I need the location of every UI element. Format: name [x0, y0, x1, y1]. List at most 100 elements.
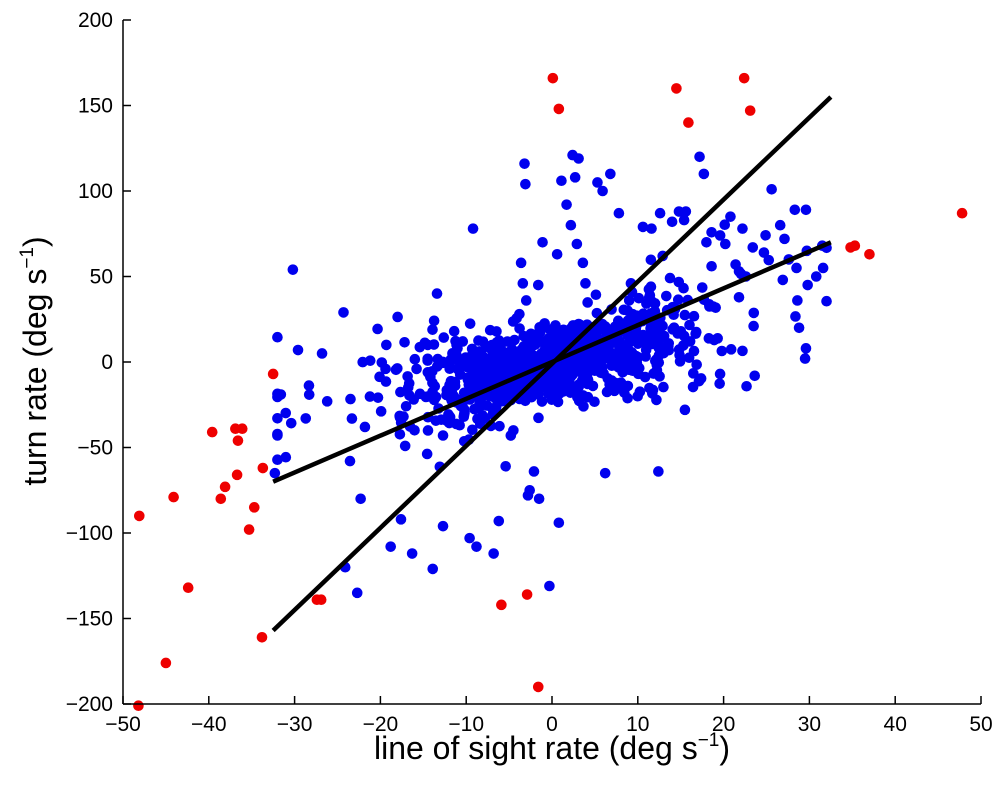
scatter-point-included — [748, 307, 760, 319]
scatter-point-outlier — [956, 207, 968, 219]
scatter-point-included — [493, 335, 505, 346]
scatter-point-outlier — [683, 117, 694, 128]
scatter-point-included — [467, 223, 479, 234]
scatter-point-included — [399, 440, 411, 452]
scatter-point-included — [760, 229, 771, 241]
scatter-point-included — [633, 292, 645, 304]
scatter-point-included — [441, 384, 453, 396]
scatter-point-included — [630, 354, 642, 365]
scatter-point-included — [422, 339, 434, 351]
scatter-point-included — [632, 390, 643, 402]
scatter-point-included — [737, 223, 748, 234]
scatter-point-included — [688, 310, 700, 322]
scatter-point-included — [561, 199, 572, 210]
scatter-point-included — [720, 238, 731, 250]
y-tick-label: −50 — [77, 437, 113, 460]
scatter-point-included — [719, 219, 731, 230]
scatter-point-included — [712, 333, 723, 344]
scatter-point-included — [450, 418, 462, 430]
scatter-point-included — [527, 340, 538, 352]
scatter-point-included — [690, 328, 701, 340]
scatter-point-included — [381, 339, 392, 351]
scatter-point-included — [592, 325, 603, 337]
scatter-point-included — [303, 380, 315, 391]
x-tick-label: 20 — [712, 713, 735, 736]
scatter-point-included — [346, 413, 358, 424]
scatter-point-included — [448, 390, 460, 402]
scatter-point-included — [457, 336, 469, 347]
scatter-point-included — [272, 428, 283, 440]
scatter-point-included — [613, 207, 625, 219]
scatter-point-outlier — [267, 368, 279, 380]
scatter-point-included — [488, 548, 499, 559]
scatter-point-included — [577, 257, 589, 269]
scatter-point-included — [464, 532, 475, 544]
scatter-point-outlier — [134, 510, 145, 522]
scatter-point-included — [484, 324, 496, 336]
scatter-point-included — [422, 425, 434, 436]
scatter-point-included — [599, 467, 611, 479]
scatter-point-included — [613, 354, 625, 366]
scatter-point-included — [345, 393, 356, 405]
scatter-point-included — [514, 323, 525, 334]
scatter-point-included — [422, 353, 433, 365]
scatter-point-included — [789, 204, 801, 216]
scatter-point-included — [605, 168, 616, 180]
scatter-point-outlier — [215, 493, 227, 505]
x-tick-label: 10 — [626, 713, 649, 736]
scatter-point-included — [372, 323, 383, 335]
scatter-point-included — [749, 370, 761, 382]
scatter-point-outlier — [496, 599, 507, 611]
scatter-point-included — [673, 327, 685, 338]
scatter-point-included — [661, 290, 672, 302]
scatter-point-included — [431, 288, 443, 299]
scatter-point-included — [592, 177, 603, 188]
scatter-point-included — [572, 391, 583, 403]
scatter-point-included — [472, 363, 483, 375]
scatter-point-included — [528, 466, 540, 477]
scatter-point-included — [394, 429, 406, 440]
scatter-point-included — [500, 369, 512, 381]
x-tick-label: −40 — [191, 713, 227, 736]
scatter-point-outlier — [738, 72, 750, 84]
scatter-point-included — [800, 204, 812, 216]
scatter-point-included — [651, 359, 663, 371]
scatter-point-included — [481, 341, 492, 352]
scatter-point-included — [514, 308, 525, 320]
scatter-point-included — [300, 413, 312, 424]
axes: −50 −40 −30 −20 −10 0 10 20 30 40 50 −200−150−100−… — [66, 9, 993, 736]
scatter-point-included — [464, 361, 475, 372]
scatter-point-included — [451, 349, 462, 360]
scatter-point-included — [486, 354, 498, 366]
scatter-point-included — [437, 520, 449, 532]
scatter-point-included — [503, 390, 515, 402]
scatter-point-included — [714, 378, 725, 389]
y-axis-title-close: ) — [17, 236, 53, 247]
x-tick-label: 30 — [798, 713, 821, 736]
scatter-point-included — [528, 384, 540, 396]
scatter-point-included — [573, 153, 584, 164]
scatter-point-included — [571, 238, 583, 250]
scatter-point-outlier — [236, 423, 248, 434]
scatter-point-included — [725, 211, 736, 222]
scatter-point-included — [392, 363, 403, 374]
x-tick-label: −10 — [448, 713, 484, 736]
scatter-point-included — [800, 343, 812, 354]
scatter-point-included — [623, 295, 635, 306]
scatter-point-included — [516, 361, 528, 373]
scatter-point-included — [338, 307, 349, 318]
scatter-point-included — [488, 364, 500, 375]
scatter-point-included — [280, 407, 292, 419]
scatter-point-included — [664, 272, 676, 284]
scatter-point-included — [533, 493, 545, 505]
scatter-point-included — [399, 336, 410, 348]
scatter-point-included — [633, 362, 645, 374]
y-tick-label: 50 — [90, 266, 113, 289]
scatter-point-outlier — [182, 582, 194, 594]
scatter-point-included — [619, 387, 630, 398]
scatter-point-included — [706, 226, 717, 238]
scatter-point-included — [595, 344, 607, 356]
x-tick-label: −30 — [277, 713, 313, 736]
scatter-point-included — [476, 399, 488, 411]
